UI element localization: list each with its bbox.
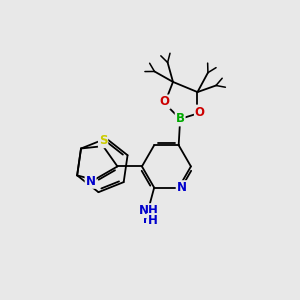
- Text: O: O: [195, 106, 205, 118]
- Text: S: S: [99, 134, 107, 147]
- Text: NH: NH: [139, 204, 159, 217]
- Text: B: B: [176, 112, 185, 125]
- Text: O: O: [160, 95, 170, 108]
- Text: H: H: [148, 214, 157, 227]
- Text: H: H: [143, 215, 152, 226]
- Text: N: N: [85, 175, 96, 188]
- Text: H: H: [143, 206, 152, 216]
- Text: N: N: [177, 181, 187, 194]
